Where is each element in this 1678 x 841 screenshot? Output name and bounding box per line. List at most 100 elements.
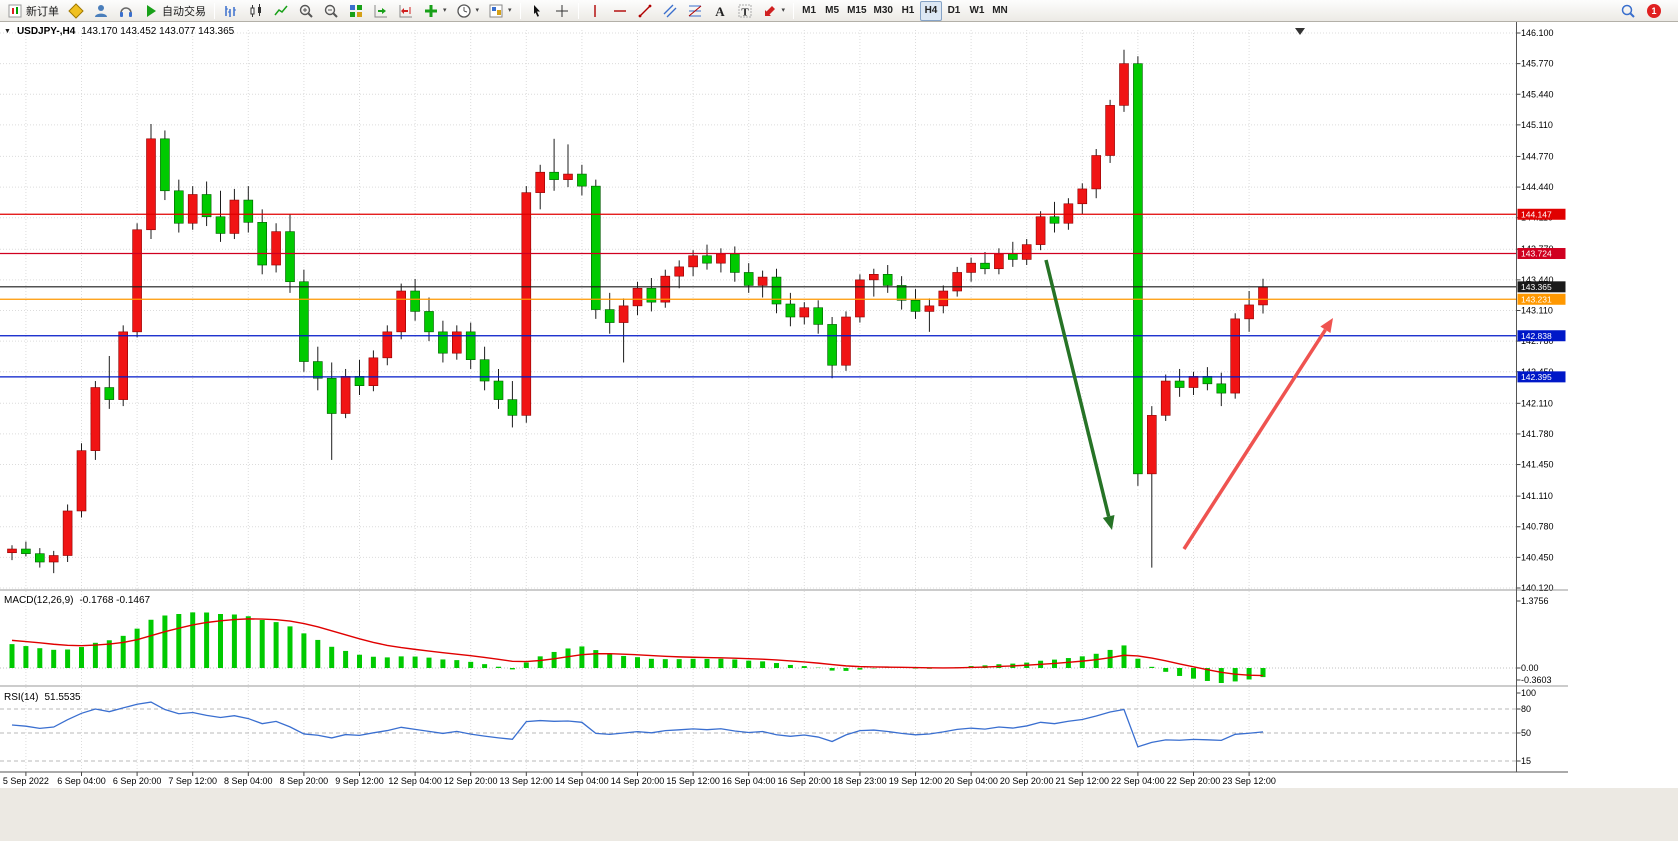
timeframe-w1[interactable]: W1 bbox=[969, 5, 985, 16]
candle-body bbox=[924, 305, 935, 312]
green-down-arrow[interactable] bbox=[1044, 259, 1111, 517]
candle-body bbox=[299, 281, 309, 362]
candle-body bbox=[62, 510, 73, 556]
trendline-button[interactable] bbox=[633, 1, 657, 21]
candle-body bbox=[1077, 188, 1088, 205]
chart-candles-button[interactable] bbox=[244, 1, 268, 21]
rsi-scale-label: 50 bbox=[1521, 728, 1531, 738]
red-up-arrow[interactable] bbox=[1182, 328, 1327, 550]
price-line-label: 142.838 bbox=[1521, 331, 1552, 341]
candle-body bbox=[1063, 203, 1074, 224]
fibonacci-icon bbox=[688, 5, 701, 16]
candle-body bbox=[535, 171, 546, 193]
time-label: 18 Sep 23:00 bbox=[833, 776, 887, 786]
label-button[interactable]: T bbox=[733, 1, 757, 21]
price-line-label-box bbox=[1517, 281, 1566, 293]
symbol-caret-icon[interactable]: ▼ bbox=[4, 28, 11, 35]
price-label: 141.110 bbox=[1521, 491, 1553, 501]
indicators-icon bbox=[425, 4, 437, 17]
auto-trading-button[interactable]: 自动交易 bbox=[139, 1, 210, 21]
chart-bars-button[interactable] bbox=[219, 1, 243, 21]
chart-window[interactable]: ▼ USDJPY-,H4 143.170 143.452 143.077 143… bbox=[0, 22, 1678, 841]
red-up-arrow-head[interactable] bbox=[1320, 318, 1333, 334]
periods-clock-icon bbox=[456, 3, 471, 18]
timeframe-h1[interactable]: H1 bbox=[901, 5, 915, 16]
price-line-label: 143.231 bbox=[1521, 294, 1552, 304]
new-order-button[interactable]: 新订单 bbox=[3, 1, 63, 21]
candle-body bbox=[1216, 383, 1227, 394]
candle-body bbox=[1147, 415, 1157, 475]
crosshair-button[interactable] bbox=[550, 1, 574, 21]
quotes-button[interactable] bbox=[64, 1, 88, 21]
vertical-line-icon bbox=[593, 4, 596, 17]
candle-body bbox=[368, 357, 379, 386]
toolbar-separator bbox=[793, 2, 795, 19]
green-down-arrow-head[interactable] bbox=[1102, 514, 1115, 530]
timeframe-m5[interactable]: M5 bbox=[825, 5, 840, 16]
profile-button[interactable] bbox=[89, 1, 113, 21]
candle-body bbox=[1258, 286, 1268, 306]
time-label: 12 Sep 04:00 bbox=[388, 776, 442, 786]
zoom-in-button[interactable] bbox=[294, 1, 318, 21]
candle-body bbox=[118, 331, 128, 400]
macd-scale-label: 0.00 bbox=[1521, 663, 1539, 673]
chart-shift-marker-icon[interactable] bbox=[1295, 28, 1305, 35]
chart-ohlc-header: ▼ USDJPY-,H4 143.170 143.452 143.077 143… bbox=[4, 26, 234, 37]
arrows-tool-icon bbox=[764, 5, 775, 16]
candle-body bbox=[257, 222, 268, 266]
vertical-line-button[interactable] bbox=[583, 1, 607, 21]
price-lines-layer[interactable]: 144.147 143.724 143.365 143.231 142.838 142.3… bbox=[0, 208, 1566, 383]
timeframe-m15[interactable]: M15 bbox=[847, 5, 867, 16]
chart-shift-button[interactable] bbox=[394, 1, 418, 21]
candle-body bbox=[326, 377, 337, 414]
time-label: 8 Sep 20:00 bbox=[280, 776, 329, 786]
candle-body bbox=[980, 262, 990, 270]
candle-body bbox=[340, 376, 351, 414]
timeframe-d1[interactable]: D1 bbox=[947, 5, 961, 16]
time-label: 20 Sep 04:00 bbox=[944, 776, 998, 786]
candle-body bbox=[34, 553, 45, 563]
candle-body bbox=[396, 290, 407, 333]
chart-canvas[interactable]: 5 Sep 2022 6 Sep 04:00 6 Sep 20:00 7 Sep 12… bbox=[0, 22, 1678, 841]
zoom-out-button[interactable] bbox=[319, 1, 343, 21]
candle-body bbox=[896, 285, 907, 301]
price-line-label: 143.724 bbox=[1521, 249, 1552, 259]
fibonacci-button[interactable] bbox=[683, 1, 707, 21]
price-label: 140.120 bbox=[1521, 583, 1554, 593]
toolbar-separator bbox=[214, 2, 215, 19]
templates-button[interactable]: ▾ bbox=[484, 1, 516, 21]
auto-scroll-button[interactable] bbox=[369, 1, 393, 21]
price-line-label: 144.147 bbox=[1521, 209, 1552, 219]
timeframe-h4[interactable]: H4 bbox=[919, 0, 942, 21]
cursor-button[interactable] bbox=[525, 1, 549, 21]
tile-windows-button[interactable] bbox=[344, 1, 368, 21]
periods-button[interactable]: ▾ bbox=[452, 1, 484, 21]
candle-body bbox=[674, 266, 685, 277]
candle-body bbox=[882, 274, 893, 286]
horizontal-line-button[interactable] bbox=[608, 1, 632, 21]
notification-badge[interactable]: 1 bbox=[1647, 3, 1661, 18]
timeframe-mn[interactable]: MN bbox=[992, 5, 1008, 16]
text-button[interactable]: A bbox=[708, 1, 732, 21]
support-button[interactable] bbox=[114, 1, 138, 21]
candle-body bbox=[1007, 253, 1018, 260]
chart-candles-icon bbox=[250, 3, 261, 17]
templates-icon bbox=[489, 4, 503, 17]
arrows-tool-button[interactable]: ▾ bbox=[758, 1, 790, 21]
price-label: 141.450 bbox=[1521, 460, 1554, 470]
chart-line-button[interactable] bbox=[269, 1, 293, 21]
time-label: 5 Sep 2022 bbox=[3, 776, 49, 786]
rsi-header: RSI(14) 51.5535 bbox=[4, 692, 81, 703]
candle-body bbox=[493, 380, 504, 400]
candle-body bbox=[76, 450, 87, 512]
indicators-button[interactable]: ▾ bbox=[419, 1, 451, 21]
timeframe-m1[interactable]: M1 bbox=[802, 5, 817, 16]
search-button[interactable] bbox=[1616, 1, 1640, 21]
annotations-layer[interactable] bbox=[1044, 259, 1333, 550]
candle-body bbox=[841, 316, 851, 366]
candle-body bbox=[785, 303, 796, 318]
candle-body bbox=[243, 199, 254, 223]
channel-button[interactable] bbox=[658, 1, 682, 21]
candle-body bbox=[354, 376, 365, 386]
timeframe-m30[interactable]: M30 bbox=[873, 5, 893, 16]
